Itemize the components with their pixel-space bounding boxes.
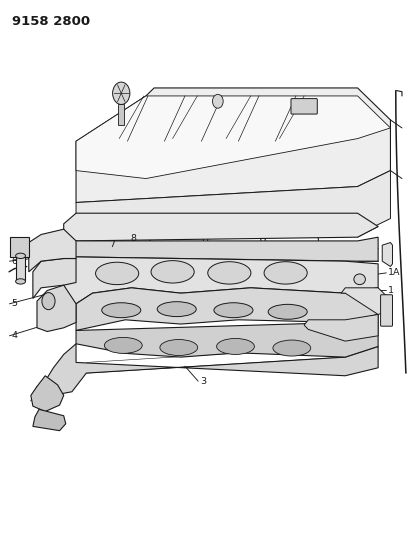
Polygon shape [118, 104, 124, 125]
Ellipse shape [208, 262, 251, 284]
Polygon shape [64, 213, 378, 241]
Polygon shape [76, 171, 390, 235]
Polygon shape [64, 257, 378, 304]
Polygon shape [76, 288, 378, 330]
Polygon shape [304, 314, 378, 341]
Ellipse shape [268, 304, 307, 319]
Ellipse shape [157, 302, 196, 317]
Ellipse shape [217, 338, 254, 354]
Text: 6: 6 [12, 257, 18, 265]
Polygon shape [10, 237, 29, 257]
Circle shape [212, 94, 223, 108]
Polygon shape [64, 237, 378, 261]
Ellipse shape [273, 340, 311, 356]
Polygon shape [31, 376, 64, 411]
Polygon shape [76, 314, 378, 357]
Polygon shape [29, 229, 76, 272]
Text: 4: 4 [12, 332, 18, 340]
FancyBboxPatch shape [381, 295, 393, 326]
Ellipse shape [160, 340, 198, 356]
Polygon shape [16, 257, 25, 281]
Ellipse shape [16, 253, 25, 259]
FancyBboxPatch shape [291, 99, 317, 114]
Polygon shape [76, 96, 390, 179]
Text: 2: 2 [327, 338, 333, 346]
Circle shape [113, 82, 130, 104]
Ellipse shape [151, 261, 194, 283]
Polygon shape [382, 243, 393, 266]
Ellipse shape [95, 262, 139, 285]
Polygon shape [33, 259, 76, 298]
Ellipse shape [16, 279, 25, 284]
Text: 1A: 1A [388, 269, 401, 277]
Ellipse shape [102, 303, 141, 318]
Text: 3: 3 [200, 377, 206, 385]
Text: 9158 2800: 9158 2800 [12, 15, 90, 28]
Ellipse shape [104, 337, 142, 353]
Ellipse shape [264, 262, 307, 284]
Text: 8: 8 [131, 235, 137, 243]
Ellipse shape [214, 303, 253, 318]
Text: 7: 7 [109, 240, 115, 248]
Circle shape [42, 293, 55, 310]
Ellipse shape [354, 274, 365, 285]
Text: 1: 1 [388, 286, 395, 295]
Polygon shape [45, 344, 378, 394]
Polygon shape [76, 88, 390, 203]
Polygon shape [341, 288, 388, 314]
Polygon shape [33, 409, 66, 431]
Polygon shape [37, 285, 76, 332]
Text: 5: 5 [12, 300, 18, 308]
